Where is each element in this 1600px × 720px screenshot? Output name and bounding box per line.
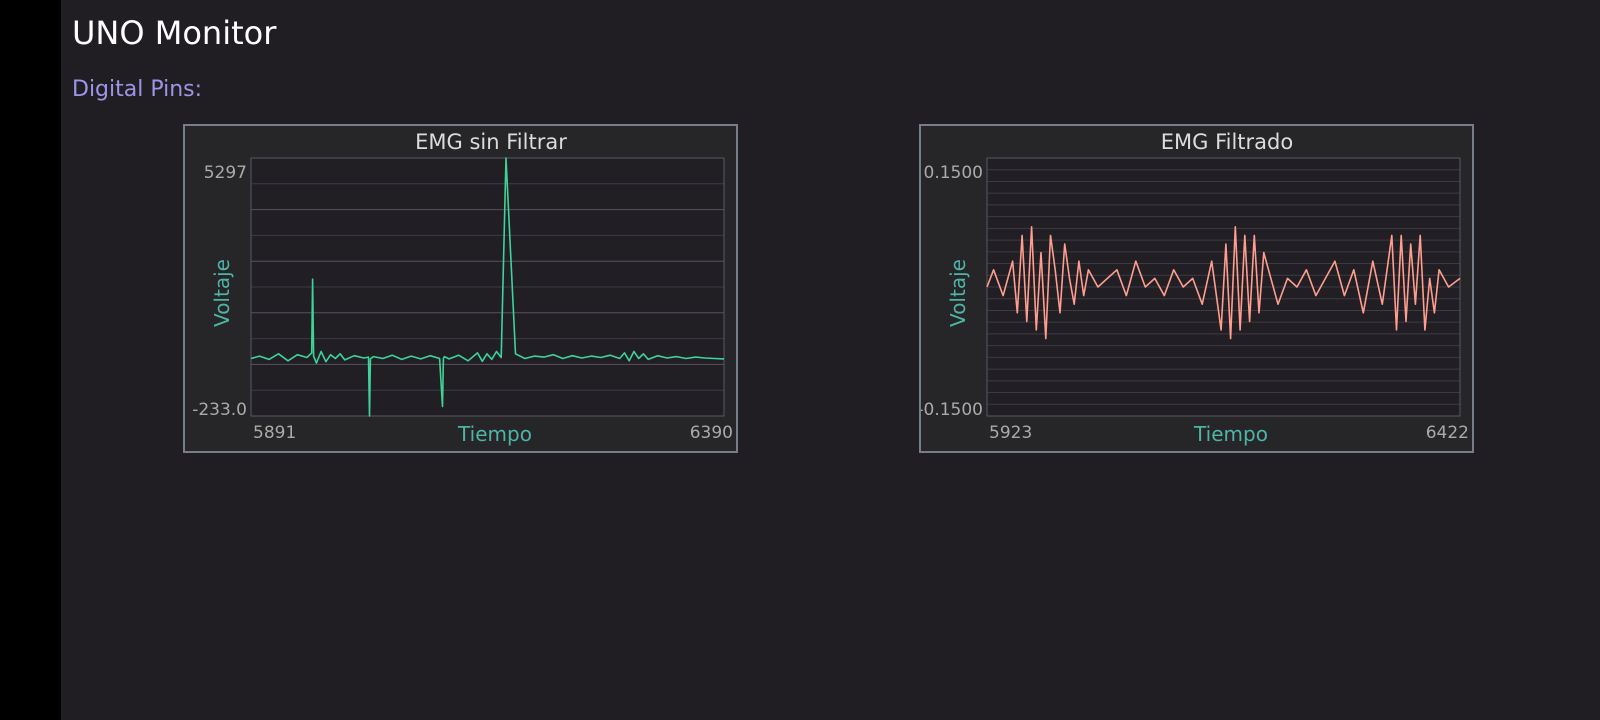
y-axis-label: Voltaje [946, 259, 970, 327]
plot-area [250, 157, 725, 417]
emg-filtered-chart-panel: EMG Filtrado 0.1500 -0.1500 5923 6422 Ti… [919, 124, 1474, 453]
chart-title: EMG sin Filtrar [415, 130, 567, 154]
y-tick-max: 0.1500 [924, 163, 983, 183]
series-line-0 [250, 157, 725, 417]
plot-frame [250, 157, 725, 417]
x-tick-max: 6390 [690, 423, 733, 443]
app-title: UNO Monitor [72, 14, 277, 52]
y-tick-min: -0.1500 [921, 400, 983, 420]
emg-filtered-chart: EMG Filtrado 0.1500 -0.1500 5923 6422 Ti… [921, 130, 1469, 446]
y-axis-label: Voltaje [210, 259, 234, 327]
x-tick-max: 6422 [1426, 423, 1469, 443]
y-tick-max: 5297 [204, 163, 247, 183]
side-strip [0, 0, 61, 720]
emg-raw-chart-panel: EMG sin Filtrar 5297 -233.0 5891 6390 Ti… [183, 124, 738, 453]
x-axis-label: Tiempo [457, 422, 532, 446]
y-tick-min: -233.0 [192, 400, 247, 420]
digital-pins-label: Digital Pins: [72, 77, 203, 102]
x-tick-min: 5891 [253, 423, 296, 443]
x-tick-min: 5923 [989, 423, 1032, 443]
x-axis-label: Tiempo [1193, 422, 1268, 446]
plot-area [986, 157, 1461, 417]
emg-raw-chart: EMG sin Filtrar 5297 -233.0 5891 6390 Ti… [192, 130, 733, 446]
series-line-0 [986, 226, 1461, 340]
chart-title: EMG Filtrado [1161, 130, 1293, 154]
